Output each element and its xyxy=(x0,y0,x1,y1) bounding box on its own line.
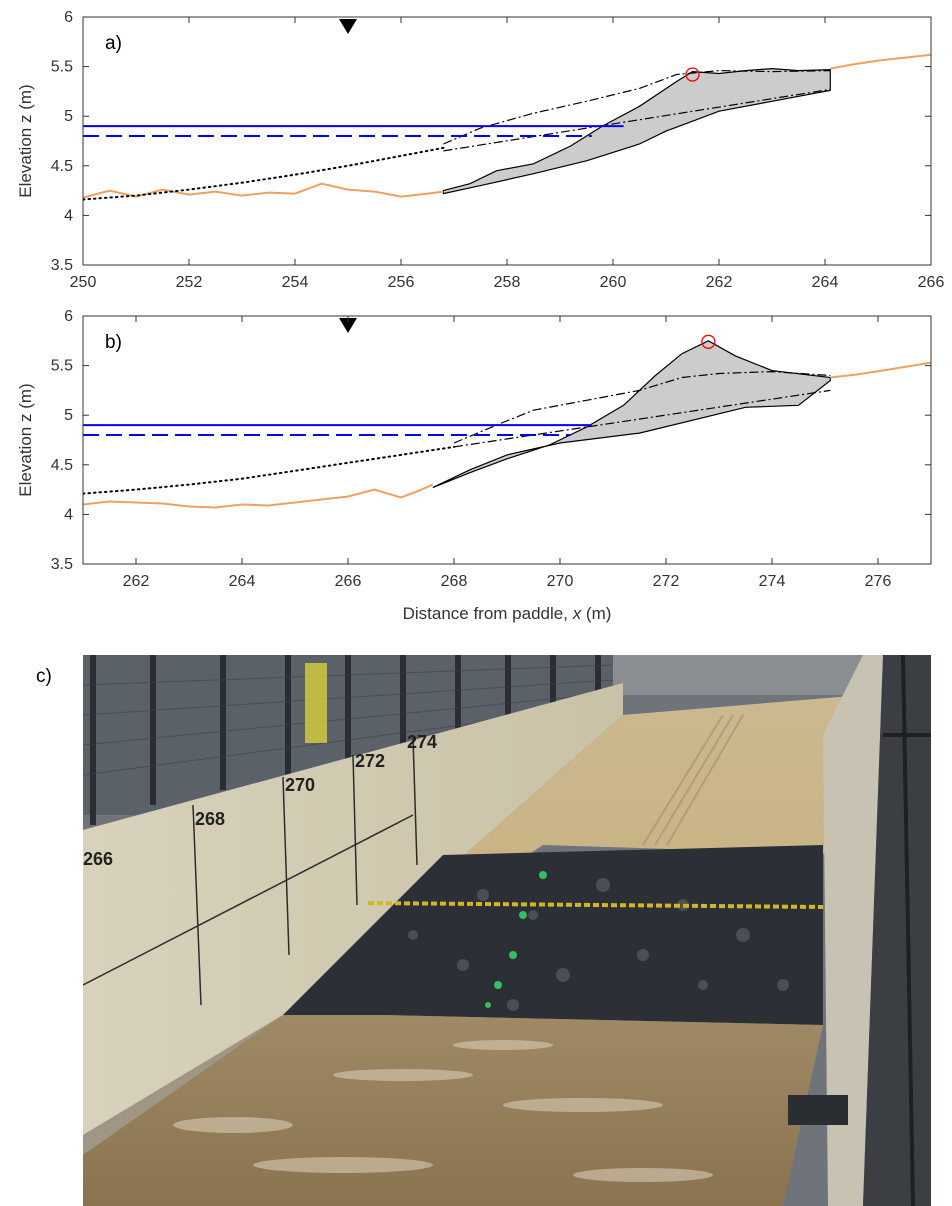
x-tick-label: 266 xyxy=(335,573,362,590)
axes-frame xyxy=(82,315,932,565)
sand-bed xyxy=(283,695,863,1015)
x-tick-label: 266 xyxy=(918,274,945,291)
initial-profile-dotted-line-2 xyxy=(83,146,445,201)
x-tick-label: 268 xyxy=(441,573,468,590)
y-tick-label: 5 xyxy=(64,108,73,125)
x-tick-label: 276 xyxy=(865,573,892,590)
plot-area xyxy=(83,334,931,509)
y-tick-label: 6 xyxy=(64,308,73,325)
y-tick-label: 6 xyxy=(64,9,73,26)
photo-panel-label: c) xyxy=(36,666,52,687)
x-tick-label: 270 xyxy=(547,573,574,590)
x-tick-label: 260 xyxy=(600,274,627,291)
y-tick-label: 4.5 xyxy=(51,457,73,474)
panel-a: 250 252 254 256 258 260 262 264 266 3.5 4 4.5 5 5.5 6 E… xyxy=(16,9,944,291)
x-tick-label: 258 xyxy=(494,274,521,291)
x-tick-label: 262 xyxy=(123,573,150,590)
crest-marker xyxy=(685,67,700,82)
initial-profile-dotted-line-2 xyxy=(83,445,455,495)
svg-text:266: 266 xyxy=(83,849,113,869)
x-tick-label: 274 xyxy=(759,573,786,590)
bed-profile-line-0 xyxy=(83,483,434,509)
wall-markings: 266 268 270 272 274 xyxy=(83,732,437,869)
y-tick-label: 4 xyxy=(64,506,73,523)
svg-text:268: 268 xyxy=(195,809,225,829)
initial-barrier-dashdot-line-4 xyxy=(453,389,831,448)
gauge-marker xyxy=(339,318,357,333)
y-axis-label: Elevation z (m) xyxy=(16,383,35,496)
flume-photo: 266 268 270 272 274 xyxy=(83,655,931,1206)
svg-text:274: 274 xyxy=(407,732,437,752)
water-surface xyxy=(83,1015,823,1206)
x-tick-label: 252 xyxy=(176,274,203,291)
x-tick-label: 272 xyxy=(653,573,680,590)
bed-profile-line-1 xyxy=(830,361,931,379)
y-tick-label: 4 xyxy=(64,207,73,224)
y-tick-label: 5 xyxy=(64,407,73,424)
svg-text:270: 270 xyxy=(285,775,315,795)
panel-b: 262 264 266 268 270 272 274 276 3.5 4 4.5 5 5.5 6 Elev… xyxy=(16,308,932,623)
barrier-profile-area-5 xyxy=(432,340,831,489)
initial-barrier-dashdot-line-3 xyxy=(453,370,831,444)
y-axis-label: Elevation z (m) xyxy=(16,84,35,197)
x-tick-label: 256 xyxy=(388,274,415,291)
x-tick-label: 250 xyxy=(70,274,97,291)
plot-area xyxy=(83,53,931,201)
barrier-profile-area-5 xyxy=(442,67,831,195)
bed-profile-line-1 xyxy=(830,53,931,70)
gravel-barrier xyxy=(283,845,823,1025)
x-tick-label: 254 xyxy=(282,274,309,291)
x-tick-label: 262 xyxy=(706,274,733,291)
y-tick-label: 3.5 xyxy=(51,556,73,573)
x-tick-label: 264 xyxy=(812,274,839,291)
x-axis-label: Distance from paddle, x (m) xyxy=(403,604,612,623)
y-tick-label: 5.5 xyxy=(51,59,73,76)
y-tick-label: 4.5 xyxy=(51,158,73,175)
svg-text:272: 272 xyxy=(355,751,385,771)
y-tick-label: 5.5 xyxy=(51,358,73,375)
crest-marker xyxy=(701,334,716,349)
flume-wall xyxy=(83,683,623,1135)
gauge-marker xyxy=(339,19,357,34)
y-tick-label: 3.5 xyxy=(51,257,73,274)
panel-label: b) xyxy=(105,332,122,353)
initial-barrier-dashdot-line-3 xyxy=(443,69,831,145)
x-tick-label: 264 xyxy=(229,573,256,590)
panel-label: a) xyxy=(105,33,122,54)
initial-barrier-dashdot-line-4 xyxy=(443,88,831,152)
